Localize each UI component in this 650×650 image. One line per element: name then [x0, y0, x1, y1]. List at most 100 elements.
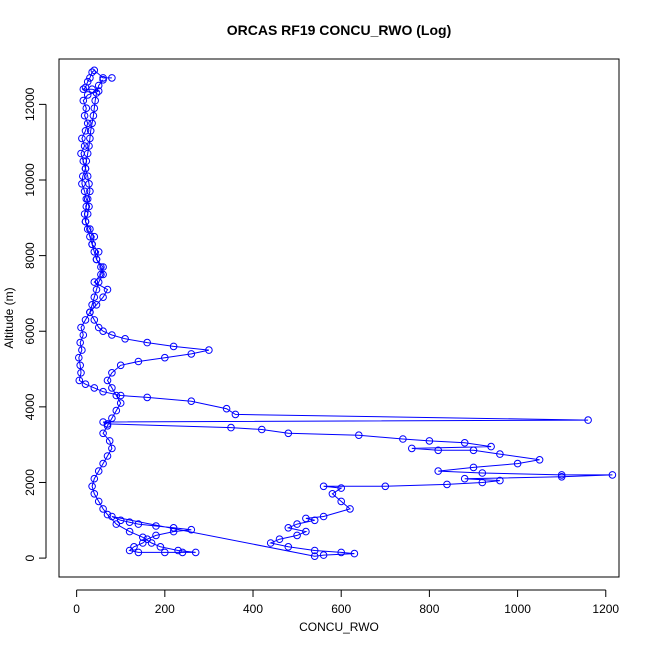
data-point	[86, 187, 94, 196]
data-point	[310, 552, 319, 561]
data-point	[156, 543, 165, 551]
data-point	[178, 548, 187, 557]
data-point	[99, 263, 107, 271]
x-tick-label: 1000	[504, 602, 531, 616]
data-point	[293, 531, 301, 540]
data-point	[86, 74, 94, 82]
data-point	[139, 539, 147, 547]
data-point	[425, 437, 434, 445]
data-point	[231, 410, 240, 419]
data-point	[90, 232, 99, 241]
data-point	[187, 350, 196, 358]
data-point	[80, 111, 89, 120]
data-point	[99, 387, 107, 396]
data-point	[227, 423, 235, 432]
data-point	[88, 85, 96, 93]
data-point	[116, 516, 125, 525]
data-point	[103, 510, 112, 519]
data-point	[191, 548, 200, 557]
y-tick-label: 0	[23, 554, 37, 561]
data-point	[434, 467, 443, 475]
data-point	[103, 376, 112, 385]
data-point	[79, 157, 88, 165]
data-point	[80, 142, 89, 150]
data-point	[108, 414, 116, 423]
x-tick-label: 800	[419, 602, 439, 616]
data-point	[94, 323, 103, 332]
data-point	[460, 474, 469, 483]
data-point	[346, 505, 354, 513]
data-point	[90, 278, 99, 286]
data-point	[487, 442, 495, 451]
data-point	[99, 505, 107, 513]
data-point	[103, 452, 112, 460]
plot-frame	[58, 58, 620, 578]
data-point	[557, 471, 566, 479]
data-point	[284, 429, 293, 438]
data-point	[319, 551, 328, 559]
data-point	[92, 301, 101, 309]
data-point	[337, 484, 346, 492]
data-point	[103, 285, 112, 294]
data-point	[310, 516, 319, 525]
data-point	[608, 471, 617, 479]
y-tick-label: 2000	[23, 469, 37, 496]
data-point	[337, 497, 346, 506]
data-point	[381, 482, 390, 491]
data-point	[161, 353, 169, 362]
data-point	[143, 535, 151, 544]
data-point	[143, 393, 151, 402]
data-point	[103, 422, 112, 430]
data-point	[94, 248, 103, 256]
data-point	[78, 346, 86, 354]
data-point	[125, 527, 134, 536]
data-point	[469, 463, 478, 472]
data-point	[535, 456, 544, 464]
data-point	[293, 520, 301, 528]
data-point	[94, 87, 103, 95]
data-point	[112, 406, 121, 415]
data-point	[116, 391, 125, 400]
data-point	[88, 482, 96, 491]
data-point	[513, 459, 522, 468]
data-point	[302, 514, 310, 523]
data-point	[284, 524, 293, 532]
data-point	[152, 522, 160, 530]
data-point	[319, 482, 328, 491]
data-point	[81, 380, 90, 389]
data-point	[134, 520, 143, 528]
data-point	[86, 308, 94, 317]
data-point	[99, 327, 107, 336]
data-point	[399, 435, 407, 443]
data-point	[94, 278, 103, 286]
data-point	[99, 76, 107, 84]
y-tick-label: 12000	[23, 87, 37, 121]
data-point	[130, 543, 138, 551]
data-point	[108, 74, 116, 82]
data-point	[90, 384, 99, 392]
data-point	[82, 202, 91, 211]
x-tick-label: 0	[73, 602, 80, 616]
data-point	[86, 225, 94, 233]
data-point	[134, 548, 143, 557]
data-point	[174, 546, 182, 555]
data-point	[112, 391, 121, 400]
data-point	[83, 210, 92, 218]
data-point	[75, 376, 84, 385]
y-axis-label: Altitude (m)	[2, 287, 16, 348]
data-point	[99, 429, 107, 438]
data-point	[90, 474, 99, 483]
data-point	[169, 342, 178, 351]
data-point	[284, 543, 293, 551]
data-point	[79, 96, 88, 105]
y-tick-label: 4000	[23, 393, 37, 420]
data-point	[80, 187, 89, 196]
data-point	[350, 549, 359, 558]
data-point	[79, 85, 88, 93]
data-point	[81, 217, 90, 226]
data-point	[408, 444, 416, 453]
data-point	[83, 225, 92, 233]
data-point	[99, 74, 107, 82]
x-axis: 0 200 400 600 800 1000 1200	[73, 589, 619, 616]
